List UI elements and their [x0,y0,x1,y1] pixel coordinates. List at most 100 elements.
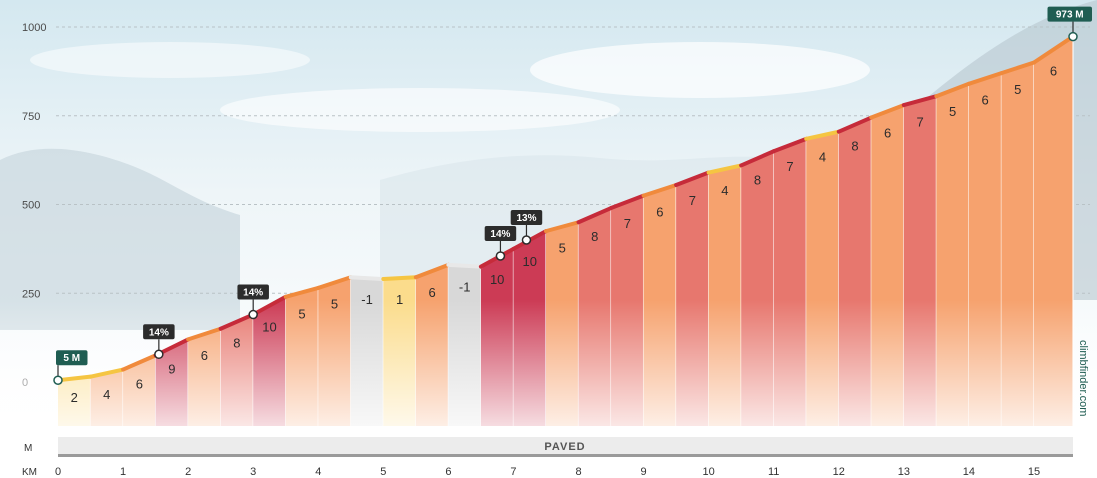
surface-bar-underline [58,454,1073,457]
x-tick-label: 3 [250,466,256,478]
grade-label: 5 [298,306,305,321]
grade-callout-label: 13% [516,213,536,224]
y-tick-label: 250 [22,288,40,300]
profile-line-segment [739,149,776,168]
grade-label: 5 [331,297,338,312]
grade-label: 6 [201,348,208,363]
profile-line-segment [999,60,1036,76]
profile-line-segment [348,275,386,282]
callout-point [53,375,63,385]
grade-labels: 2 4 6 9 6 8 10 5 5 -1 1 6 -1 10 10 5 8 7 6 7 4 8 7 4 8 6 7 5 6 5 6 [71,64,1057,405]
profile-line-segment [966,71,1004,86]
profile-line-segment [413,262,451,280]
x-tick-label: 10 [703,466,715,478]
grade-label: 6 [136,376,143,391]
profile-line-segment [251,294,288,317]
grade-label: 8 [591,229,598,244]
callout-box [510,210,543,225]
profile-line-segment [1031,34,1075,65]
grade-label: 7 [624,216,631,231]
grade-callout-label: 14% [490,229,510,240]
grade-label: -1 [459,280,471,295]
brand-watermark: climbfinder.com [1077,340,1089,416]
profile-line-segment [186,326,223,342]
grade-label: 10 [490,272,504,287]
grade-label: 4 [103,387,110,402]
x-tick-label: 6 [445,466,451,478]
grade-label: 6 [884,125,891,140]
callout-point [248,309,258,320]
x-axis-unit: KM [22,467,37,478]
x-tick-label: 13 [898,466,910,478]
profile-line-segment [771,136,809,154]
grade-label: 5 [1014,82,1021,97]
elevation-callout-label: 973 M [1056,10,1084,21]
grade-label: 6 [1050,64,1057,79]
callout-box [56,350,88,366]
x-tick-label: 4 [315,466,321,478]
y-tick-label: 750 [22,111,40,123]
profile-line-segment [88,367,126,379]
profile-line-segment [543,220,581,234]
profile-line-segment [804,129,841,141]
cloud-3 [30,42,310,78]
callout-box [237,284,269,300]
grade-label: 6 [429,285,436,300]
x-axis-ticks: 0 1 2 3 4 5 6 7 8 9 10 11 12 13 14 15 [55,466,1040,478]
profile-line-segment [576,206,614,225]
x-tick-label: 2 [185,466,191,478]
profile-line-segment [869,103,906,120]
profile-line-segment [836,115,874,134]
profile-line-segment [283,285,321,299]
x-tick-label: 11 [768,466,779,478]
profile-fade [0,300,1097,430]
grade-label: 4 [819,149,826,164]
grade-label: 8 [851,139,858,154]
x-tick-label: 7 [510,466,516,478]
grade-callout-label: 14% [149,327,169,338]
grade-callout-label: 14% [243,288,263,299]
x-tick-label: 1 [120,466,126,478]
grade-label: 1 [396,292,403,307]
y-axis-ticks: 02505007501000 [22,22,46,389]
callout-point [154,349,164,360]
grade-label: 5 [559,241,566,256]
grade-label: 9 [168,361,175,376]
callout-box [484,225,517,241]
grade-label: 5 [949,104,956,119]
profile-line-segment [56,374,93,383]
mountain-left [0,148,240,330]
profile-line-segment [934,81,971,99]
grade-label: 10 [262,320,276,335]
surface-bar [58,437,1073,454]
cloud-2 [220,88,620,132]
grade-label: 7 [786,159,793,174]
grade-label: 2 [71,390,78,405]
callout-point [1068,31,1078,42]
x-tick-label: 8 [575,466,581,478]
profile-line-segment [121,353,158,372]
grade-label: 6 [982,92,989,107]
callouts: 5 M 14% 14% 14% 13% 973 M [53,6,1092,385]
profile-line-segment [446,262,483,269]
profile-line [56,34,1075,383]
profile-line-segment [218,312,256,331]
elevation-callout-label: 5 M [63,353,80,364]
cloud-1 [530,42,870,98]
surface-label: PAVED [544,441,585,453]
profile-line-segment [706,163,744,175]
y-tick-label: 1000 [22,22,46,34]
x-tick-label: 9 [641,466,647,478]
x-tick-label: 14 [963,466,975,478]
y-tick-label: 500 [22,200,40,212]
y-axis-unit: M [24,443,32,454]
callout-box [143,324,175,340]
x-tick-label: 0 [55,466,61,478]
profile-line-segment [674,170,711,187]
profile-line-segment [609,193,646,211]
profile-line-segment [641,182,679,198]
grade-label: 7 [916,115,923,130]
profile-line-segment [381,275,418,282]
